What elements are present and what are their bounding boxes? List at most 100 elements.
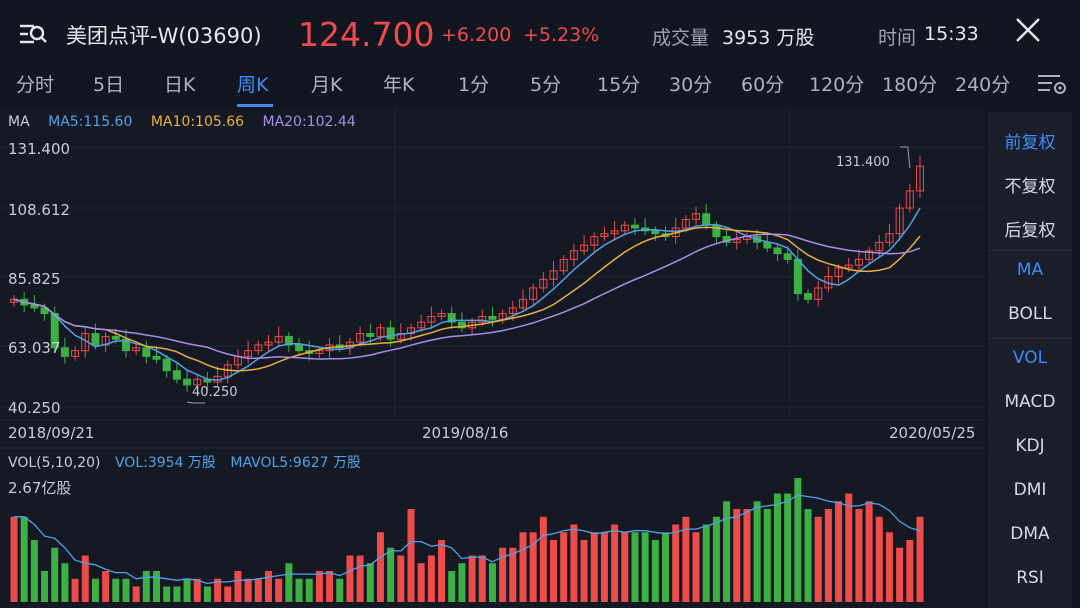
candle [457, 321, 466, 329]
candle [773, 247, 782, 255]
adjust-backward[interactable]: 后复权 [1004, 221, 1056, 241]
candle [814, 287, 823, 300]
candle [162, 358, 171, 372]
tab-180min[interactable]: 180分 [882, 74, 938, 96]
volume-bar [835, 501, 843, 602]
volume-bar [153, 571, 161, 602]
volume-bar [203, 586, 211, 602]
volume-bar [224, 586, 232, 602]
volume-bar [305, 578, 313, 602]
candle [793, 258, 802, 295]
volume-value: 3953 万股 [722, 27, 815, 49]
tab-intraday[interactable]: 分时 [16, 74, 55, 96]
tab-60min[interactable]: 60分 [741, 74, 785, 96]
candle [600, 233, 609, 238]
tab-15min[interactable]: 15分 [597, 74, 641, 96]
close-icon[interactable] [1012, 14, 1044, 46]
candle [295, 344, 304, 352]
candle [702, 213, 711, 226]
adjust-forward[interactable]: 前复权 [1004, 133, 1056, 153]
volume-bar [387, 547, 395, 602]
candle [895, 207, 904, 235]
candle [559, 258, 568, 272]
tab-1min[interactable]: 1分 [458, 74, 490, 96]
volume-bar [264, 571, 272, 602]
volume-bar [560, 532, 568, 602]
volume-bar [885, 532, 893, 602]
tab-5day[interactable]: 5日 [93, 74, 125, 96]
candle [447, 313, 456, 323]
adjust-none[interactable]: 不复权 [1004, 177, 1056, 197]
volume-bar [865, 501, 873, 602]
indicator-kdj[interactable]: KDJ [1015, 436, 1045, 456]
indicator-rsi[interactable]: RSI [1016, 568, 1044, 588]
volume-bar [814, 516, 822, 602]
tab-30min[interactable]: 30分 [669, 74, 713, 96]
candle [386, 327, 395, 340]
volume-bar [641, 532, 649, 602]
indicator-dma[interactable]: DMA [1010, 524, 1050, 544]
candle [244, 350, 253, 357]
volume-bar [611, 524, 619, 602]
tab-240min[interactable]: 240分 [955, 74, 1011, 96]
indicator-vol[interactable]: VOL [1012, 348, 1048, 368]
low-leader-line [186, 401, 206, 404]
candle [254, 344, 263, 352]
candle [366, 333, 375, 337]
divider [988, 250, 1072, 251]
tab-monthly-k[interactable]: 月K [311, 74, 343, 96]
volume-bar [682, 516, 690, 602]
candle [172, 370, 181, 380]
x-date-label: 2020/05/25 [889, 424, 976, 442]
menu-search-icon[interactable] [18, 20, 48, 50]
low-price-marker: 40.250 [192, 385, 238, 400]
indicator-ma[interactable]: MA [1016, 260, 1044, 280]
kline-chart[interactable] [0, 108, 985, 608]
tab-daily-k[interactable]: 日K [164, 74, 196, 96]
volume-bar [336, 578, 344, 602]
candle [865, 250, 874, 260]
volume-bar [875, 516, 883, 602]
volume-bar [488, 563, 496, 602]
volume-bar [509, 547, 517, 602]
volume-bar [906, 540, 914, 602]
indicator-macd[interactable]: MACD [1004, 392, 1056, 412]
volume-bar [570, 524, 578, 602]
tab-weekly-k[interactable]: 周K [237, 74, 269, 96]
volume-bar [916, 516, 924, 602]
indicator-boll[interactable]: BOLL [1008, 304, 1052, 324]
mavol5-line [14, 494, 921, 585]
candle [91, 333, 100, 346]
volume-bar [193, 578, 201, 602]
candle [356, 333, 365, 343]
ma20-line [13, 233, 921, 360]
volume-bar [763, 509, 771, 602]
chart-settings-icon[interactable] [1036, 70, 1068, 98]
volume-bar [590, 532, 598, 602]
candle [488, 315, 497, 320]
volume-bar [234, 571, 242, 602]
volume-bar [163, 586, 171, 602]
candle [569, 250, 578, 260]
high-price-marker: 131.400 [836, 155, 890, 170]
indicator-dmi[interactable]: DMI [1013, 480, 1047, 500]
volume-bar [458, 563, 466, 602]
candle [111, 335, 120, 340]
ma10-value: MA10:105.66 [150, 114, 245, 130]
active-tab-indicator [237, 104, 273, 107]
time-label: 时间 [878, 27, 917, 49]
tab-5min[interactable]: 5分 [530, 74, 562, 96]
tab-120min[interactable]: 120分 [809, 74, 865, 96]
volume-bar [550, 540, 558, 602]
candle [681, 218, 690, 229]
volume-bar [519, 532, 527, 602]
volume-bar [356, 555, 364, 602]
volume-bar [600, 532, 608, 602]
candle [732, 238, 741, 243]
volume-bar [214, 578, 222, 602]
chart-area[interactable] [0, 108, 985, 608]
volume-bar [132, 586, 140, 602]
candle [580, 244, 589, 252]
candle [40, 307, 49, 315]
tab-yearly-k[interactable]: 年K [383, 74, 415, 96]
